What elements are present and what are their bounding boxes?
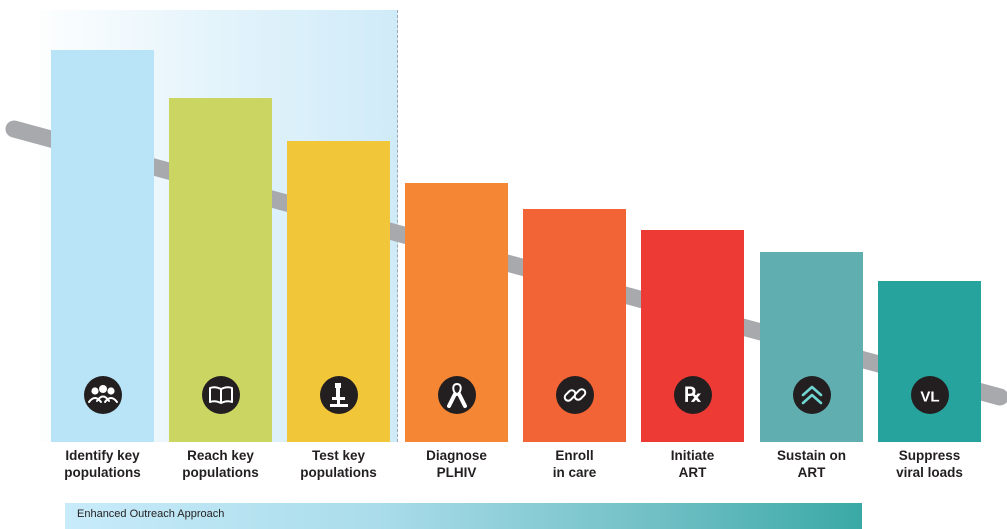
step-bar — [878, 281, 981, 442]
step-label: Identify key populations — [43, 447, 163, 481]
awareness-ribbon-icon — [437, 376, 476, 414]
book-icon — [201, 376, 240, 414]
step-label-line2: ART — [678, 465, 707, 480]
step-label: Sustain on ART — [752, 447, 872, 481]
step-label-line2: ART — [797, 465, 826, 480]
step-label-line2: PLHIV — [436, 465, 477, 480]
step-label-line1: Diagnose — [426, 448, 487, 463]
rx-icon: ℞ — [673, 376, 712, 414]
band-label: Enhanced Outreach Approach — [77, 508, 225, 520]
step-label-line2: in care — [552, 465, 597, 480]
microscope-icon — [319, 376, 358, 414]
svg-text:VL: VL — [920, 389, 939, 406]
step-label-line1: Suppress — [898, 448, 961, 463]
step-label-line2: populations — [64, 465, 141, 480]
enhanced-outreach-band: Enhanced Outreach Approach — [65, 503, 862, 529]
step-label: Diagnose PLHIV — [397, 447, 517, 481]
step-label-line1: Sustain on — [776, 448, 846, 463]
step-label-line2: populations — [300, 465, 377, 480]
svg-text:℞: ℞ — [684, 385, 702, 407]
step-label-line1: Initiate — [670, 448, 715, 463]
step-label-line1: Reach key — [187, 448, 254, 463]
double-chevron-up-icon — [792, 376, 831, 414]
step-label: Initiate ART — [633, 447, 753, 481]
step-label-line1: Identify key — [65, 448, 140, 463]
people-group-icon — [83, 376, 122, 414]
step-label-line2: viral loads — [896, 465, 963, 480]
step-label: Suppress viral loads — [870, 447, 990, 481]
vl-icon: VL — [910, 376, 949, 414]
step-label-line1: Enroll — [555, 448, 594, 463]
step-label-line2: populations — [182, 465, 259, 480]
chain-link-icon — [555, 376, 594, 414]
step-label: Enroll in care — [515, 447, 635, 481]
step-label-line1: Test key — [311, 448, 366, 463]
step-label: Test key populations — [279, 447, 399, 481]
step-label: Reach key populations — [161, 447, 281, 481]
